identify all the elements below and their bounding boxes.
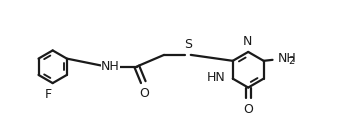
Text: NH: NH: [277, 52, 296, 65]
Text: 2: 2: [288, 56, 295, 66]
Text: O: O: [243, 103, 253, 116]
Text: S: S: [184, 38, 192, 51]
Text: HN: HN: [207, 71, 226, 84]
Text: F: F: [45, 88, 52, 101]
Text: N: N: [243, 35, 252, 48]
Text: O: O: [139, 87, 149, 100]
Text: NH: NH: [101, 60, 120, 73]
